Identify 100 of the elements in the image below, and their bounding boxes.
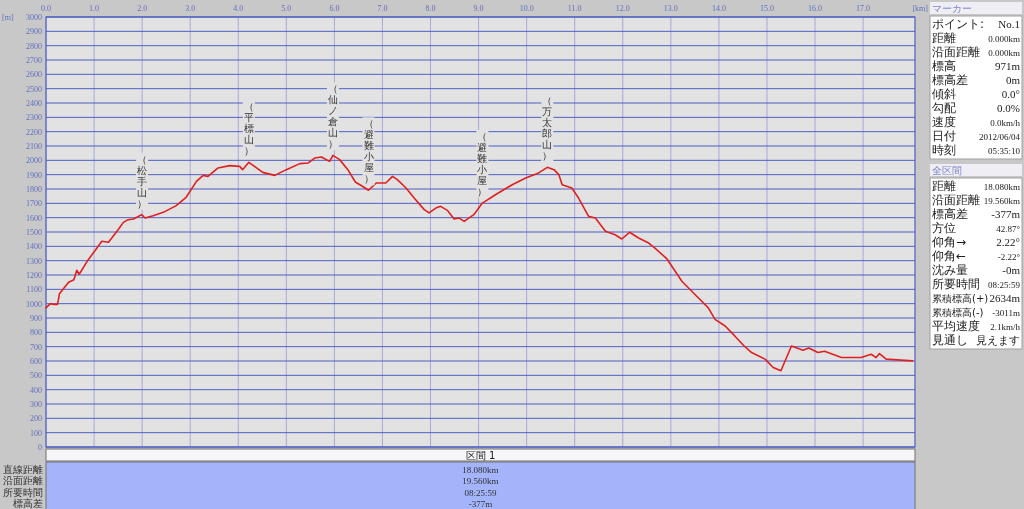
category-label: 距離 — [932, 31, 956, 45]
text: -2.22° — [997, 252, 1020, 262]
text: 見えます — [976, 334, 1020, 346]
x-tick-label: 0.0 — [41, 4, 51, 13]
y-tick-label: 1000 — [26, 299, 42, 309]
text: 0.0km/h — [990, 118, 1020, 128]
annotation: （万太郎山） — [542, 95, 553, 162]
category-label: 沈み量 — [932, 263, 968, 277]
y-tick-label: 100 — [30, 428, 42, 438]
category-label: 仰角→ — [932, 235, 967, 249]
y-tick-label: 1700 — [26, 199, 42, 209]
category-label: 累積標高(-) — [932, 307, 984, 318]
x-tick-label: 17.0 — [856, 4, 871, 13]
y-tick-label: 700 — [30, 342, 42, 352]
y-tick-label: 1300 — [26, 256, 42, 266]
x-tick-label: 4.0 — [233, 4, 244, 13]
category-label: 累積標高(+) — [932, 293, 989, 304]
category-label: 傾斜 — [932, 87, 956, 101]
y-tick-label: 0 — [38, 443, 42, 452]
text: 2634m — [989, 292, 1020, 304]
x-tick-label: 2.0 — [137, 4, 148, 13]
x-tick-label: 1.0 — [89, 4, 100, 13]
text: 18.080km — [462, 464, 499, 475]
y-tick-label: 2900 — [26, 27, 42, 37]
category-label: 日付 — [932, 129, 956, 143]
y-tick-label: 900 — [30, 314, 42, 323]
category-label: 所要時間 — [932, 277, 980, 291]
annotation: （松手山） — [137, 153, 148, 209]
y-tick-label: 1600 — [26, 213, 42, 223]
x-tick-label: 13.0 — [663, 4, 678, 13]
category-label: 勾配 — [932, 101, 956, 115]
text: 18.080km — [983, 182, 1020, 192]
y-tick-label: 500 — [30, 371, 42, 381]
y-tick-label: 1100 — [26, 285, 42, 295]
x-tick-label: 15.0 — [759, 4, 774, 13]
text: 全区間 — [932, 165, 962, 176]
category-label: 見通し — [932, 333, 968, 347]
text: 0m — [1005, 74, 1020, 86]
text: 0.000km — [988, 48, 1020, 58]
text: -377m — [468, 499, 493, 509]
text: 08:25:59 — [987, 280, 1020, 290]
x-tick-label: 16.0 — [808, 4, 823, 13]
text: 2.22° — [996, 236, 1020, 248]
text: 19.560km — [983, 196, 1020, 206]
category-label: 所要時間 — [3, 486, 43, 498]
text: -0m — [1002, 264, 1020, 276]
y-tick-label: 2000 — [26, 156, 42, 166]
y-tick-label: 300 — [30, 400, 42, 409]
y-tick-label: 1800 — [26, 185, 42, 194]
text: -3011m — [992, 308, 1020, 318]
category-label: 標高差 — [932, 207, 968, 221]
x-tick-label: 9.0 — [473, 4, 484, 13]
y-tick-label: 200 — [30, 414, 42, 424]
x-tick-label: 10.0 — [519, 4, 534, 13]
y-tick-label: 2700 — [26, 56, 42, 65]
x-axis-title: [km] — [912, 4, 929, 13]
category-label: 仰角← — [932, 249, 967, 263]
text: 05:35:10 — [987, 146, 1020, 156]
text: 08:25:59 — [464, 487, 497, 498]
y-tick-label: 2800 — [26, 41, 42, 51]
text: マーカー — [932, 3, 972, 14]
category-label: 沿面距離 — [3, 475, 43, 486]
category-label: 標高 — [932, 59, 956, 73]
annotation: （平標山） — [243, 101, 254, 157]
x-tick-label: 5.0 — [281, 4, 292, 13]
text: 0.000km — [988, 34, 1020, 44]
category-label: 沿面距離 — [932, 193, 980, 207]
category-label: 距離 — [932, 179, 956, 193]
x-tick-label: 8.0 — [425, 4, 436, 13]
x-tick-label: 7.0 — [377, 4, 388, 13]
annotation: （避難小屋） — [477, 131, 488, 198]
category-label: 直線距離 — [3, 463, 43, 475]
text: No.1 — [998, 18, 1020, 30]
y-tick-label: 2600 — [26, 70, 42, 80]
text: 19.560km — [462, 476, 499, 486]
text: 2.1km/h — [990, 322, 1020, 332]
category-label: ポイント: — [932, 17, 985, 31]
y-tick-label: 3000 — [26, 13, 42, 22]
x-tick-label: 14.0 — [711, 4, 726, 13]
x-tick-label: 6.0 — [329, 4, 340, 13]
x-tick-label: 3.0 — [185, 4, 196, 13]
category-label: 平均速度 — [932, 319, 980, 333]
text: 0.0% — [997, 102, 1020, 114]
category-label: 沿面距離 — [932, 45, 980, 59]
text: 0.0° — [1001, 88, 1020, 100]
y-tick-label: 1400 — [26, 242, 42, 252]
y-tick-label: 2100 — [26, 142, 42, 151]
y-tick-label: 600 — [30, 357, 42, 366]
text: 2012/06/04 — [978, 132, 1020, 142]
y-tick-label: 1500 — [26, 228, 42, 237]
x-tick-label: 11.0 — [567, 4, 582, 13]
y-tick-label: 2500 — [26, 84, 42, 94]
annotation: （仙ノ倉山） — [327, 83, 338, 150]
category-label: 標高差 — [13, 498, 43, 509]
y-tick-label: 2200 — [26, 127, 42, 137]
y-tick-label: 400 — [30, 385, 42, 395]
y-tick-label: 800 — [30, 328, 42, 338]
text: -377m — [991, 208, 1020, 220]
text: 971m — [994, 60, 1020, 72]
category-label: 標高差 — [932, 73, 968, 87]
